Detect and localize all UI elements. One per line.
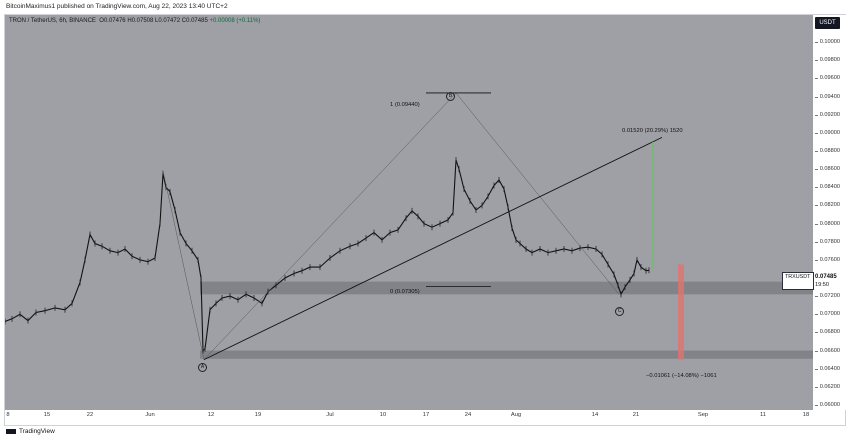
price-tick-label: 0.06000 [814, 402, 840, 408]
price-tick-label: 0.09400 [814, 93, 840, 100]
price-tick-label: 0.07000 [814, 311, 840, 318]
open-label: O [99, 18, 104, 24]
close-value: 0.07485 [186, 18, 208, 24]
footer-brand: TradingView [6, 428, 55, 435]
publish-header: BitcoinMaximus1 published on TradingView… [0, 0, 850, 14]
price-tag-ticker: TRXUSDT [785, 274, 811, 280]
bar-countdown: 19:50 [815, 282, 829, 288]
price-axis[interactable]: 0.102000.100000.098000.096000.094000.092… [813, 15, 846, 410]
price-tick-label: 0.07800 [814, 238, 840, 245]
time-tick-label: 24 [464, 412, 472, 418]
tradingview-logo-icon [6, 428, 16, 434]
time-tick-label: 17 [422, 412, 430, 418]
wave-c-marker: C [615, 307, 624, 316]
price-series-line [5, 159, 650, 352]
price-tick-label: 0.06400 [814, 365, 840, 372]
support-zone-upper [200, 281, 813, 295]
price-chart-svg [5, 92, 813, 361]
currency-badge[interactable]: USDT [815, 17, 840, 29]
price-tick-label: 0.06600 [814, 347, 840, 354]
time-tick-label: 14 [591, 412, 599, 418]
price-tick-label: 0.09000 [814, 129, 840, 136]
time-tick-label: 15 [43, 412, 51, 418]
short-target-label: −0.01061 (−14.08%) −1061 [646, 373, 717, 379]
short-projection-bar [678, 264, 684, 360]
time-tick-label: Sep [697, 412, 709, 418]
wave-a-marker: A [198, 363, 207, 372]
chart-plot-area[interactable] [5, 15, 813, 410]
symbol-price-tag: TRXUSDT [782, 272, 814, 290]
fib-level-0-label: 0 (0.07305) [390, 289, 420, 295]
price-tick-label: 0.06200 [814, 383, 840, 390]
time-tick-label: 21 [632, 412, 640, 418]
price-tick-label: 0.08800 [814, 148, 840, 154]
close-label: C [181, 18, 187, 24]
low-value: 0.07472 [158, 18, 181, 24]
time-tick-label: Aug [510, 412, 522, 418]
ascending-support-line [203, 136, 663, 361]
low-label: L [155, 18, 159, 24]
wave-b-marker: B [446, 92, 455, 101]
price-tick-label: 0.09800 [814, 57, 840, 64]
price-tick-label: 0.08400 [814, 184, 840, 191]
time-tick-label: 11 [759, 412, 767, 418]
time-tick-label: 19 [254, 412, 262, 418]
time-tick-label: 10 [379, 412, 387, 418]
price-tick-label: 0.10000 [814, 39, 840, 46]
swing-line [162, 170, 205, 360]
price-tick-label: 0.07600 [814, 256, 840, 263]
time-tick-label: 8 [6, 412, 10, 418]
change-value: +0.00008 (+0.11%) [209, 18, 261, 24]
time-axis[interactable]: 8 15 22 Jun 12 19 Jul 10 17 24 Aug 14 21 Sep 11 18 [5, 410, 813, 424]
high-label: H [127, 18, 132, 24]
price-tick-label: 0.09600 [814, 75, 840, 82]
price-tick-label: 0.08000 [814, 220, 840, 227]
price-tick-label: 0.08600 [814, 166, 840, 173]
publish-line: BitcoinMaximus1 published on TradingView… [6, 3, 228, 10]
time-tick-label: Jul [326, 412, 334, 418]
price-tick-label: 0.06800 [814, 329, 840, 336]
time-tick-label: 12 [207, 412, 215, 418]
long-target-label: 0.01520 (20.29%) 1520 [622, 128, 683, 134]
symbol-name: TRON / TetherUS, 6h, BINANCE [9, 18, 96, 24]
open-value: 0.07476 [103, 18, 126, 24]
support-zone-lower [200, 350, 813, 359]
fib-level-1-label: 1 (0.09440) [390, 102, 420, 108]
time-tick-label: 22 [86, 412, 94, 418]
symbol-legend: TRON / TetherUS, 6h, BINANCE O0.07476 H0… [9, 18, 260, 24]
fib-diagonal-a-b [203, 92, 457, 360]
fib-diagonal-b-c [455, 92, 620, 295]
footer-brand-text: TradingView [19, 428, 55, 435]
high-value: 0.07508 [131, 18, 154, 24]
price-tick-label: 0.08200 [814, 202, 840, 209]
time-tick-label: 18 [802, 412, 810, 418]
price-tick-label: 0.07200 [814, 293, 840, 300]
time-tick-label: Jun [145, 412, 155, 418]
last-price-label: 0.07485 [815, 272, 843, 282]
price-tick-label: 0.09200 [814, 111, 840, 118]
